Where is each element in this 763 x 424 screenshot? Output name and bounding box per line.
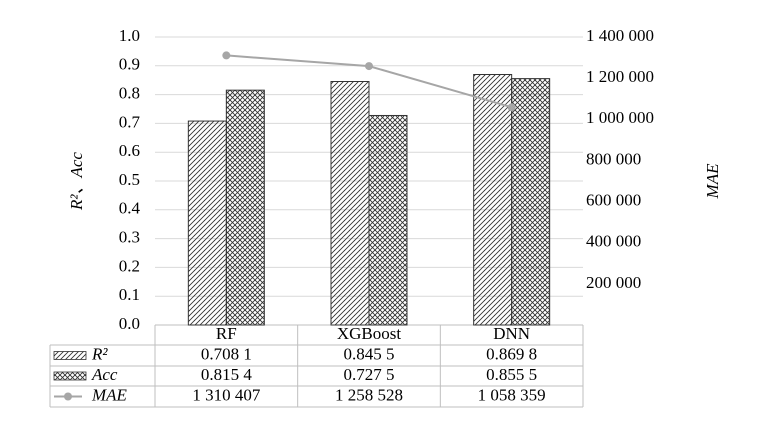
table-value: 1 258 528: [335, 385, 403, 404]
table-value: 0.708 1: [201, 344, 252, 363]
y2-tick-label: 400 000: [586, 232, 641, 251]
y2-tick-label: 1 000 000: [586, 108, 654, 127]
y2-tick-label: 600 000: [586, 190, 641, 209]
y-tick-label: 1.0: [119, 26, 140, 45]
legend-key: [64, 392, 72, 401]
bar: [473, 73, 513, 326]
x-tick-label: DNN: [493, 324, 530, 343]
y-tick-label: 0.2: [119, 256, 140, 275]
line-point: [365, 62, 373, 71]
y2-axis-label: MAE: [703, 163, 722, 200]
y-tick-label: 0.9: [119, 55, 140, 74]
table-value: 0.869 8: [486, 344, 537, 363]
y-axis-label: R²、Acc: [67, 152, 86, 211]
bar: [187, 120, 227, 326]
table-value: 1 310 407: [192, 385, 261, 404]
bar: [330, 80, 370, 326]
x-tick-label: RF: [216, 324, 237, 343]
y2-tick-label: 1 200 000: [586, 67, 654, 86]
y-tick-label: 0.0: [119, 314, 140, 333]
y-tick-label: 0.7: [119, 112, 141, 131]
table-value: 0.845 5: [344, 344, 395, 363]
line-point: [507, 103, 516, 112]
x-tick-label: XGBoost: [337, 324, 402, 343]
legend-key: [53, 371, 87, 381]
table-value: 0.727 5: [344, 365, 395, 384]
bar: [511, 78, 551, 326]
y-tick-label: 0.1: [119, 285, 140, 304]
table-value: 1 058 359: [478, 385, 546, 404]
y2-tick-label: 1 400 000: [586, 26, 654, 45]
y-tick-label: 0.6: [119, 141, 140, 160]
legend-label: MAE: [91, 385, 128, 404]
legend-key: [53, 351, 87, 360]
table-value: 0.855 5: [486, 365, 537, 384]
y-tick-label: 0.4: [119, 199, 141, 218]
y-tick-label: 0.8: [119, 84, 140, 103]
y2-tick-label: 800 000: [586, 149, 641, 168]
y-tick-label: 0.5: [119, 170, 140, 189]
bar: [368, 114, 408, 326]
table-value: 0.815 4: [201, 365, 253, 384]
bar: [225, 89, 265, 326]
line-point: [222, 51, 231, 60]
legend-label: R²: [91, 344, 108, 363]
y-tick-label: 0.3: [119, 228, 140, 247]
y2-tick-label: 200 000: [586, 273, 641, 292]
legend-label: Acc: [91, 365, 118, 384]
